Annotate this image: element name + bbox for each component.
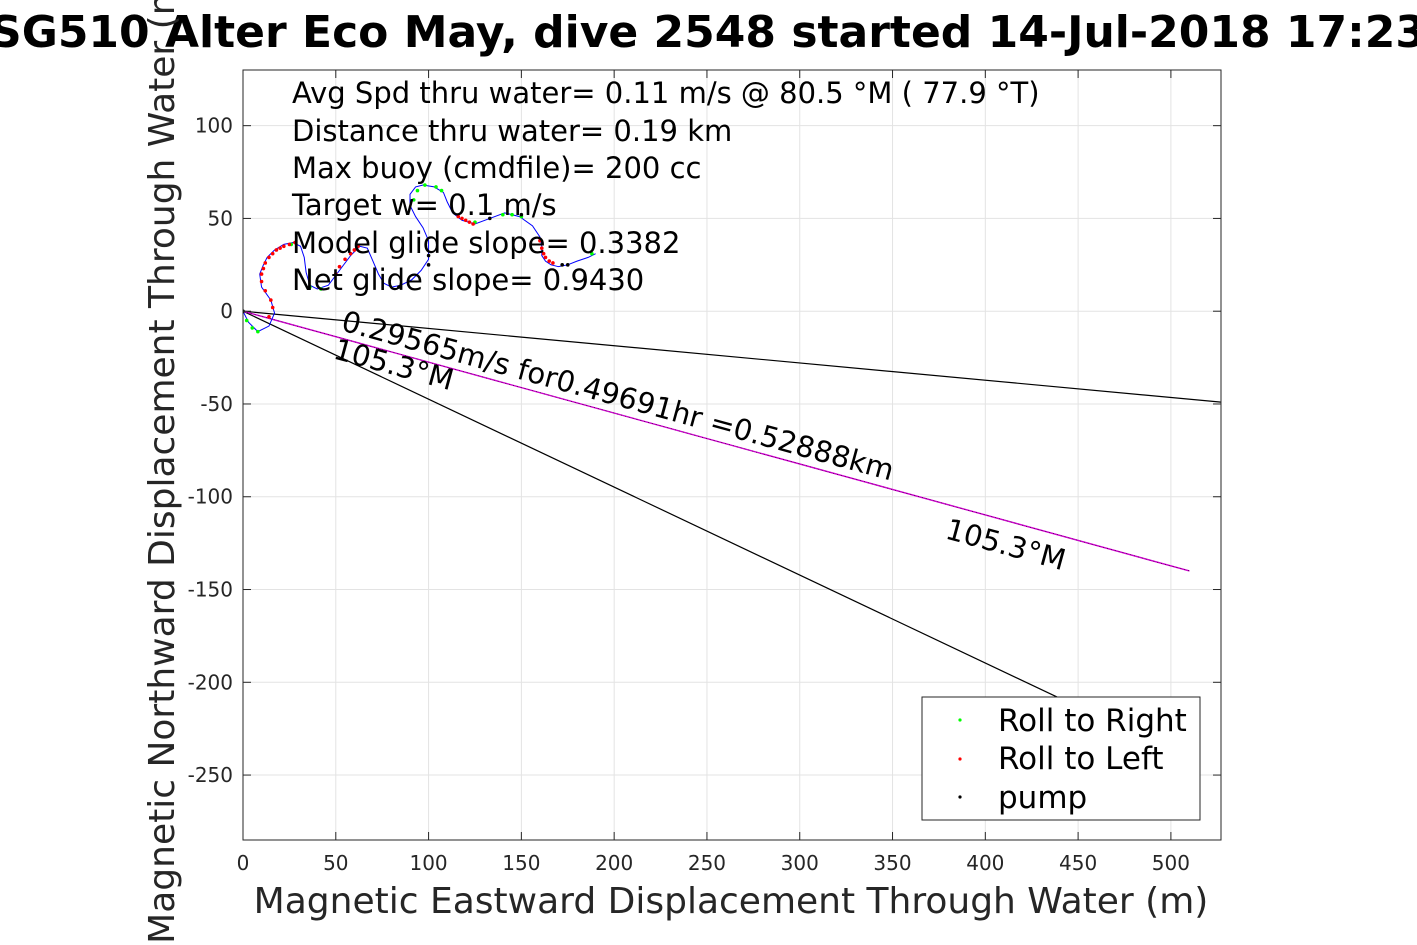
- annotation-target-w: Target w= 0.1 m/s: [291, 188, 557, 222]
- point-roll-to-left: [456, 214, 461, 219]
- y-tick-label: 0: [220, 299, 233, 323]
- point-roll-to-right: [319, 287, 323, 291]
- x-tick-label: 400: [966, 851, 1004, 875]
- y-tick-label: -200: [188, 670, 233, 694]
- point-roll-to-right: [415, 188, 420, 193]
- ticks: 0 50 100 150 200 250 300 350 400 450 500100500-50-…: [188, 70, 1221, 875]
- point-roll-to-left: [267, 255, 271, 260]
- point-roll-to-right: [250, 326, 255, 330]
- legend-label-pump: pump: [998, 780, 1087, 816]
- x-tick-label: 50: [323, 851, 348, 875]
- point-roll-to-left: [337, 264, 342, 269]
- point-roll-to-left: [539, 246, 544, 250]
- y-axis-label: Magnetic Northward Displacement Through …: [142, 0, 183, 944]
- point-roll-to-left: [270, 251, 275, 256]
- point-roll-to-left: [551, 261, 555, 265]
- x-tick-label: 450: [1059, 851, 1097, 875]
- point-roll-to-left: [343, 257, 347, 262]
- point-roll-to-left: [269, 298, 273, 302]
- annotation-distance: Distance thru water= 0.19 km: [292, 114, 732, 148]
- annotation-model-glide: Model glide slope= 0.3382: [292, 226, 680, 260]
- point-roll-to-right: [308, 285, 312, 289]
- y-tick-label: 50: [208, 206, 233, 230]
- reference-lines: [243, 310, 1221, 702]
- point-roll-to-left: [356, 244, 360, 249]
- point-pump: [519, 212, 524, 217]
- point-roll-to-left: [270, 305, 275, 310]
- y-tick-label: 100: [195, 114, 233, 138]
- axes-box: [242, 69, 1222, 841]
- annotation-avg-speed: Avg Spd thru water= 0.11 m/s @ 80.5 °M (…: [292, 76, 1040, 110]
- heading-line: [243, 310, 1221, 403]
- chart-title: SG510 Alter Eco May, dive 2548 started 1…: [0, 7, 1417, 58]
- point-pump: [488, 216, 492, 221]
- y-tick-label: -100: [188, 485, 233, 509]
- point-roll-to-left: [463, 218, 468, 223]
- x-axis-label: Magnetic Eastward Displacement Through W…: [254, 881, 1209, 922]
- track-line: [243, 184, 596, 333]
- legend-label-roll-right: Roll to Right: [998, 703, 1187, 739]
- x-tick-label: 200: [595, 851, 633, 875]
- annotation-net-glide: Net glide slope= 0.9430: [292, 263, 644, 297]
- point-roll-to-left: [547, 259, 552, 263]
- point-roll-to-left: [267, 314, 271, 319]
- point-roll-to-left: [541, 251, 546, 256]
- point-roll-to-right: [590, 251, 594, 256]
- heading-line: [243, 310, 1066, 702]
- point-roll-to-right: [439, 188, 444, 193]
- annotation-max-buoy: Max buoy (cmdfile)= 200 cc: [292, 151, 701, 185]
- point-roll-to-left: [259, 272, 264, 276]
- current-line: [243, 310, 1190, 572]
- y-tick-label: -250: [188, 763, 233, 787]
- point-roll-to-left: [263, 288, 268, 293]
- x-tick-label: 300: [781, 851, 819, 875]
- x-tick-label: 250: [688, 851, 726, 875]
- x-tick-label: 0: [237, 851, 250, 875]
- point-roll-to-left: [348, 251, 353, 256]
- point-roll-to-right: [510, 212, 514, 217]
- point-pump: [560, 263, 564, 267]
- legend-marker-roll-right: [958, 718, 962, 722]
- point-roll-to-right: [244, 318, 249, 323]
- x-tick-label: 350: [873, 851, 911, 875]
- point-roll-to-right: [423, 183, 427, 187]
- point-roll-to-right: [434, 185, 438, 189]
- point-roll-to-left: [293, 240, 297, 245]
- point-roll-to-left: [263, 261, 268, 265]
- legend-label-roll-left: Roll to Left: [998, 741, 1164, 777]
- point-pump: [565, 263, 570, 267]
- annotations: Avg Spd thru water= 0.11 m/s @ 80.5 °M (…: [291, 76, 1040, 297]
- data-points: [243, 183, 594, 334]
- x-tick-label: 100: [409, 851, 447, 875]
- point-roll-to-left: [333, 272, 338, 276]
- legend-marker-roll-left: [958, 757, 962, 761]
- point-roll-to-right: [411, 198, 416, 202]
- point-roll-to-left: [259, 279, 264, 284]
- glider-track: [243, 184, 596, 333]
- point-roll-to-left: [471, 222, 475, 226]
- point-roll-to-left: [538, 238, 542, 243]
- point-roll-to-left: [467, 220, 472, 224]
- point-pump: [397, 285, 401, 289]
- point-roll-to-left: [287, 242, 292, 247]
- point-roll-to-left: [278, 246, 282, 250]
- point-roll-to-right: [256, 329, 260, 334]
- point-roll-to-left: [352, 248, 357, 252]
- point-roll-to-left: [282, 244, 286, 249]
- legend-box: [921, 696, 1201, 821]
- point-roll-to-left: [261, 266, 266, 271]
- y-tick-label: -150: [188, 578, 233, 602]
- legend-marker-pump: [958, 795, 962, 799]
- point-roll-to-left: [543, 255, 548, 260]
- point-pump: [426, 253, 431, 258]
- point-roll-to-left: [274, 248, 279, 252]
- point-pump: [426, 263, 431, 267]
- legend: Roll to Right Roll to Left pump: [921, 696, 1201, 821]
- point-roll-to-left: [460, 216, 464, 221]
- point-roll-to-right: [501, 212, 505, 217]
- x-tick-label: 500: [1152, 851, 1190, 875]
- x-tick-label: 150: [502, 851, 540, 875]
- y-tick-label: -50: [200, 392, 233, 416]
